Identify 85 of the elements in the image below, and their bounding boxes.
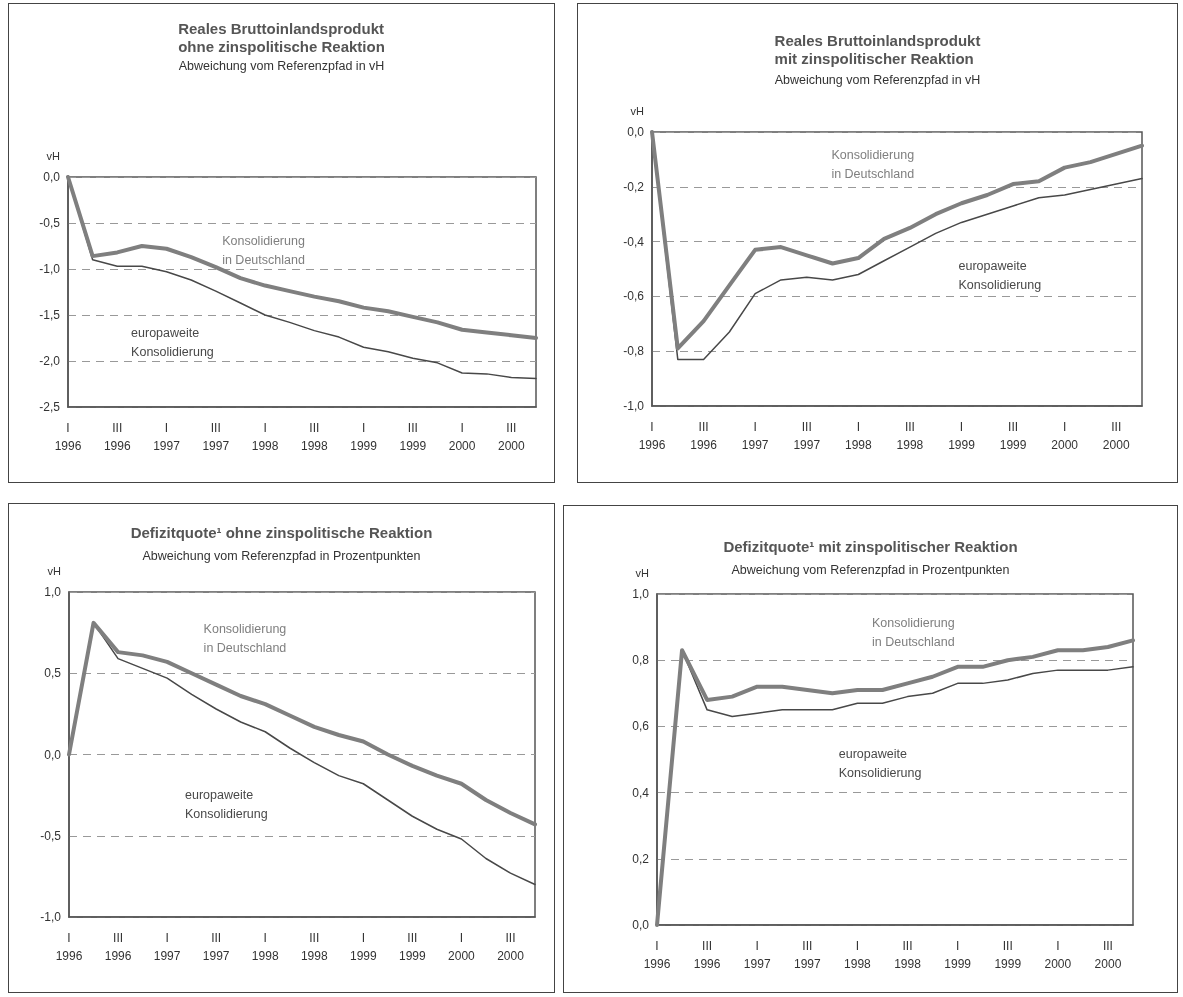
y-tick-label: -0,6	[623, 289, 645, 304]
y-tick-label: -1,0	[40, 910, 62, 924]
chart-title: Defizitquote¹ mit zinspolitischer Reaktion	[723, 537, 1018, 555]
x-tick-label: III 1999	[994, 939, 1022, 971]
x-tick-label: I 1999	[350, 421, 378, 453]
x-tick-label: III 1997	[793, 939, 821, 971]
y-tick-label: -1,5	[39, 308, 61, 322]
x-tick-label: III 1997	[793, 420, 821, 452]
y-tick-label: 0,5	[44, 666, 62, 681]
x-tick-label: I 1999	[948, 420, 976, 452]
x-tick-label: III 1996	[103, 421, 131, 453]
series-label: Konsolidierung in Deutschland	[222, 234, 305, 268]
x-tick-label: I 1999	[349, 931, 377, 963]
y-tick-label: 0,4	[632, 785, 650, 800]
x-tick-label: I 1999	[944, 939, 972, 971]
y-tick-label: -2,5	[39, 400, 61, 414]
y-axis-title: vH	[47, 564, 62, 577]
text: europaweite Konsolidierung	[958, 259, 1042, 293]
x-tick-label: III 1998	[300, 931, 328, 963]
x-tick-label: I 1997	[153, 421, 181, 453]
x-tick-label: I 1997	[743, 939, 771, 971]
y-tick-label: -0,4	[623, 234, 645, 249]
x-tick-label: I 1996	[643, 939, 671, 971]
x-tick-label: III 1996	[693, 939, 721, 971]
x-tick-label: I 2000	[448, 421, 476, 453]
y-tick-label: -1,0	[39, 262, 61, 276]
x-tick-label: III 1997	[202, 421, 230, 453]
x-tick-label: III 1996	[104, 931, 132, 963]
x-tick-label: III 1999	[399, 931, 427, 963]
x-tick-label: III 1999	[399, 421, 427, 453]
line-series	[67, 620, 537, 827]
y-axis-title: vH	[630, 104, 645, 117]
chart-title: Reales Bruttoinlandsprodukt mit zinspolitischer Reaktion	[774, 31, 981, 67]
series-label: Konsolidierung in Deutschland	[203, 621, 287, 655]
text: europaweite Konsolidierung	[838, 746, 922, 780]
x-tick-label: III 2000	[497, 931, 525, 963]
x-tick-label: III 1998	[896, 420, 924, 452]
chart-title: Reales Bruttoinlandsprodukt ohne zinspolitische Reaktion	[178, 19, 385, 55]
x-tick-label: I 1997	[741, 420, 769, 452]
x-tick-label: III 1998	[300, 421, 328, 453]
x-tick-label: I 1998	[251, 421, 279, 453]
x-tick-label: III 1998	[894, 939, 922, 971]
x-tick-label: III 2000	[498, 421, 526, 453]
y-tick-label: 0,6	[632, 719, 650, 734]
y-tick-label: 1,0	[632, 587, 650, 601]
chart-title: Defizitquote¹ ohne zinspolitische Reaktion	[130, 523, 433, 541]
x-tick-label: I 1997	[153, 931, 181, 963]
y-tick-label: -0,2	[623, 179, 645, 194]
x-tick-label: I 1996	[54, 421, 82, 453]
y-tick-label: -0,5	[40, 828, 62, 843]
chart-subtitle: Abweichung vom Referenzpfad in vH	[178, 58, 385, 73]
series-label: Konsolidierung in Deutschland	[872, 616, 955, 650]
y-tick-label: 0,0	[44, 747, 62, 762]
x-tick-label: III 1999	[999, 420, 1027, 452]
x-tick-label: I 1998	[844, 939, 872, 971]
chart-subtitle: Abweichung vom Referenzpfad in Prozentpunkten	[731, 562, 1010, 577]
y-tick-label: 0,0	[43, 170, 61, 184]
x-tick-label: I 2000	[1051, 420, 1079, 452]
line-series	[66, 175, 538, 340]
y-tick-label: 0,0	[632, 918, 650, 932]
y-tick-label: -0,5	[39, 216, 61, 230]
x-tick-label: III 1997	[202, 931, 230, 963]
x-tick-label: III 2000	[1102, 420, 1130, 452]
text: europaweite Konsolidierung	[131, 326, 214, 360]
x-tick-label: I 2000	[448, 931, 476, 963]
x-tick-label: III 1996	[690, 420, 718, 452]
chart-subtitle: Abweichung vom Referenzpfad in vH	[774, 72, 981, 87]
y-tick-label: 0,8	[632, 653, 650, 668]
x-tick-label: I 1998	[844, 420, 872, 452]
y-tick-label: 0,0	[627, 125, 645, 139]
y-tick-label: 1,0	[44, 585, 62, 599]
y-tick-label: -0,8	[623, 344, 645, 359]
x-tick-label: I 1996	[55, 931, 83, 963]
x-tick-label: I 2000	[1044, 939, 1072, 971]
y-axis-title: vH	[635, 566, 650, 579]
text: europaweite Konsolidierung	[185, 787, 268, 821]
x-tick-label: I 1998	[251, 931, 279, 963]
y-axis-title: vH	[46, 149, 61, 162]
y-tick-label: 0,2	[632, 851, 650, 866]
text: Konsolidierung in Deutschland	[831, 147, 915, 181]
y-tick-label: -2,0	[39, 354, 61, 368]
chart-subtitle: Abweichung vom Referenzpfad in Prozentpunkten	[142, 548, 421, 563]
x-tick-label: III 2000	[1094, 939, 1122, 971]
y-tick-label: -1,0	[623, 399, 645, 413]
x-tick-label: I 1996	[638, 420, 666, 452]
